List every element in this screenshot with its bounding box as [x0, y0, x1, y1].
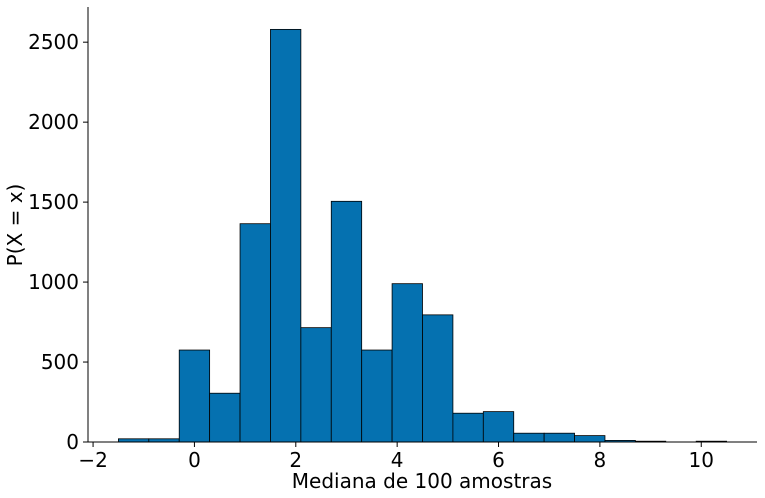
x-axis-label: Mediana de 100 amostras — [292, 469, 552, 493]
x-tick-label: 6 — [492, 448, 505, 472]
bar — [452, 412, 484, 443]
y-tick-label: 2000 — [28, 110, 79, 134]
bar — [482, 411, 515, 443]
bar — [300, 327, 332, 443]
x-tick-label: 10 — [689, 448, 714, 472]
x-tick-label: −2 — [78, 448, 107, 472]
x-tick-label: 4 — [391, 448, 404, 472]
x-tick-label: 8 — [594, 448, 607, 472]
x-tick-label: 2 — [289, 448, 302, 472]
y-tick-label: 0 — [66, 430, 79, 454]
bar — [361, 349, 393, 443]
y-tick-label: 500 — [41, 350, 79, 374]
bar — [422, 314, 454, 443]
bar — [209, 392, 241, 443]
y-tick-label: 2500 — [28, 30, 79, 54]
bar — [543, 432, 575, 443]
bar — [330, 200, 363, 443]
bar — [178, 349, 211, 443]
bar — [574, 435, 606, 443]
x-tick-label: 0 — [188, 448, 201, 472]
bar — [270, 28, 302, 443]
bar — [239, 223, 271, 443]
y-tick-label: 1500 — [28, 190, 79, 214]
bar — [513, 432, 545, 443]
bar — [391, 283, 423, 443]
y-tick-label: 1000 — [28, 270, 79, 294]
y-axis-label: P(X = x) — [3, 184, 27, 267]
